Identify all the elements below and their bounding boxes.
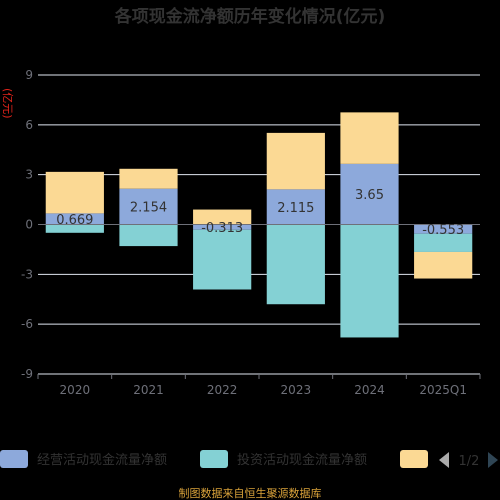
data-label-2025Q1: -0.553 (422, 223, 464, 238)
x-axis-ticks: 2020 2021 2022 2023 2024 2025Q1 (37, 224, 481, 397)
bar-series1-2025Q1[interactable] (414, 233, 473, 252)
bar-series2-2022[interactable] (193, 209, 252, 225)
data-label-2024: 3.65 (355, 188, 384, 203)
bar-series0-2022[interactable] (193, 224, 252, 230)
x-tick-label-2021: 2021 (133, 383, 164, 397)
chart-title: 各项现金流净额历年变化情况(亿元) (114, 6, 386, 27)
bar-series2-2024[interactable] (340, 112, 399, 164)
legend-swatch-operating[interactable] (0, 450, 28, 468)
data-label-2020: 0.669 (56, 213, 93, 228)
bar-series0-2020[interactable] (45, 213, 104, 225)
bar-series2-2020[interactable] (45, 171, 104, 214)
bar-series0-2025Q1[interactable] (414, 224, 473, 234)
x-tick-label-2020: 2020 (60, 383, 91, 397)
y-tick-label: -6 (21, 317, 33, 331)
y-tick-label: 9 (25, 68, 33, 82)
y-tick-label: -9 (21, 367, 33, 381)
data-label-2023: 2.115 (277, 201, 314, 216)
bar-series1-2021[interactable] (119, 224, 178, 247)
legend-swatch-investing[interactable] (200, 450, 228, 468)
legend-label-operating[interactable]: 经营活动现金流量净额 (37, 452, 167, 468)
bar-series0-2024[interactable] (340, 163, 399, 225)
legend[interactable]: 经营活动现金流量净额 投资活动现金流量净额 1/2 (0, 450, 498, 469)
bar-series1-2022[interactable] (193, 229, 252, 290)
data-label-2022: -0.313 (201, 221, 243, 236)
x-tick-label-2022: 2022 (207, 383, 238, 397)
legend-label-investing[interactable]: 投资活动现金流量净额 (237, 452, 367, 468)
bars (45, 112, 473, 338)
legend-swatch-financing[interactable] (400, 450, 428, 468)
x-tick-label-2024: 2024 (354, 383, 385, 397)
y-axis-unit-label: (亿元) (1, 88, 14, 119)
bar-series2-2025Q1[interactable] (414, 251, 473, 279)
bar-series0-2021[interactable] (119, 188, 178, 225)
y-tick-label: 0 (25, 218, 33, 232)
legend-page-indicator: 1/2 (459, 454, 480, 469)
y-tick-label: -3 (21, 267, 33, 281)
bar-series1-2023[interactable] (266, 224, 325, 305)
legend-next-page-icon[interactable] (488, 452, 498, 468)
data-source-note: 制图数据来自恒生聚源数据库 (179, 486, 322, 500)
y-tick-label: 3 (25, 168, 33, 182)
bar-series0-2023[interactable] (266, 189, 325, 225)
data-labels: 0.669 2.154 -0.313 2.115 3.65 -0.553 (56, 188, 464, 238)
bar-series2-2023[interactable] (266, 132, 325, 190)
x-tick-label-2025Q1: 2025Q1 (419, 383, 467, 397)
y-axis-ticks: 9 6 3 0 -3 -6 -9 (21, 68, 33, 381)
data-label-2021: 2.154 (130, 201, 167, 216)
bar-series1-2020[interactable] (45, 224, 104, 233)
legend-prev-page-icon[interactable] (439, 452, 449, 468)
y-tick-label: 6 (25, 118, 33, 132)
x-tick-label-2023: 2023 (281, 383, 312, 397)
bar-series2-2021[interactable] (119, 168, 178, 189)
bar-series1-2024[interactable] (340, 224, 399, 338)
